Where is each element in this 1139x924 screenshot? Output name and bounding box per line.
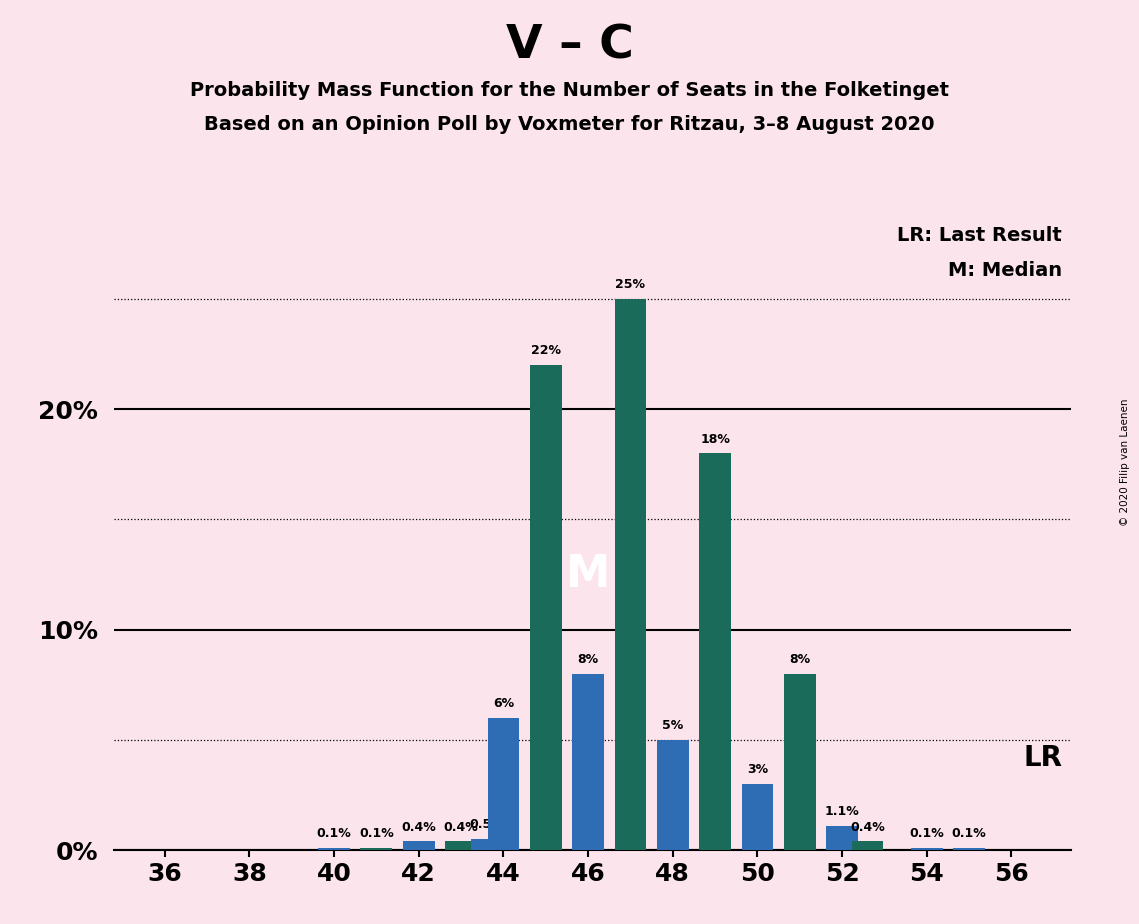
Text: 1.1%: 1.1% [825, 805, 860, 818]
Bar [953, 848, 985, 850]
Bar [741, 784, 773, 850]
Bar [826, 826, 858, 850]
Bar [445, 841, 477, 850]
Bar [530, 365, 562, 850]
Bar [657, 740, 689, 850]
Bar [852, 841, 884, 850]
Text: 0.1%: 0.1% [317, 827, 352, 840]
Bar [318, 848, 350, 850]
Text: M: Median: M: Median [948, 261, 1063, 281]
Bar [572, 674, 604, 850]
Text: 3%: 3% [747, 763, 768, 776]
Text: Probability Mass Function for the Number of Seats in the Folketinget: Probability Mass Function for the Number… [190, 81, 949, 101]
Bar [487, 718, 519, 850]
Text: 22%: 22% [531, 345, 560, 358]
Bar [784, 674, 816, 850]
Bar [911, 848, 943, 850]
Text: LR: Last Result: LR: Last Result [898, 226, 1063, 245]
Text: © 2020 Filip van Laenen: © 2020 Filip van Laenen [1120, 398, 1130, 526]
Text: 8%: 8% [577, 653, 599, 666]
Text: 0.4%: 0.4% [444, 821, 478, 833]
Text: LR: LR [1023, 744, 1063, 772]
Text: 0.1%: 0.1% [952, 827, 986, 840]
Bar [470, 839, 502, 850]
Text: 25%: 25% [615, 278, 646, 291]
Bar [615, 299, 646, 850]
Text: Based on an Opinion Poll by Voxmeter for Ritzau, 3–8 August 2020: Based on an Opinion Poll by Voxmeter for… [204, 115, 935, 134]
Text: 0.5%: 0.5% [469, 819, 503, 832]
Bar [361, 848, 392, 850]
Text: M: M [566, 553, 611, 596]
Bar [403, 841, 435, 850]
Text: 8%: 8% [789, 653, 810, 666]
Text: 0.1%: 0.1% [909, 827, 944, 840]
Text: 6%: 6% [493, 697, 514, 710]
Bar [699, 454, 731, 850]
Text: 18%: 18% [700, 432, 730, 445]
Text: 0.1%: 0.1% [359, 827, 394, 840]
Text: 0.4%: 0.4% [401, 821, 436, 833]
Text: 5%: 5% [662, 719, 683, 732]
Text: V – C: V – C [506, 23, 633, 68]
Text: 0.4%: 0.4% [850, 821, 885, 833]
